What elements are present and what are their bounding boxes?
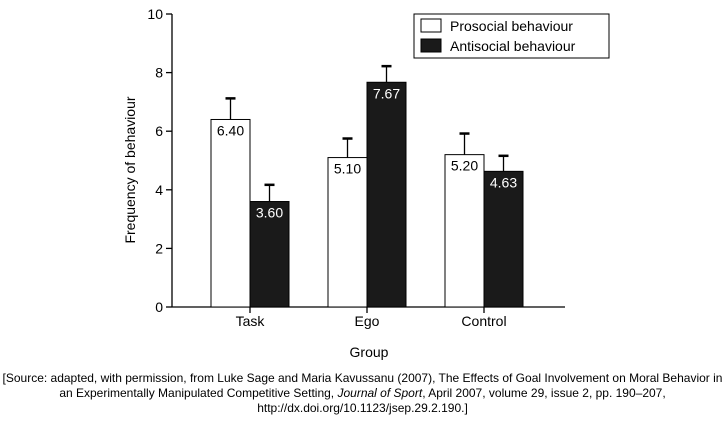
data-label: 3.60 <box>256 205 283 221</box>
legend-swatch <box>420 38 442 53</box>
legend-label: Antisocial behaviour <box>450 38 576 54</box>
bar-chart: 0 2 4 6 8 10 Task Ego Control 6.40 5.10 5.20 3.60 7.… <box>122 6 610 360</box>
chart-bars: 6.40 5.10 5.20 3.60 7.67 4.63 <box>210 64 524 308</box>
y-tick-label: 8 <box>155 65 163 81</box>
data-label: 5.10 <box>334 161 361 177</box>
legend-label: Prosocial behaviour <box>450 18 573 34</box>
y-tick-label: 2 <box>155 240 163 256</box>
y-tick-label: 0 <box>155 299 163 315</box>
source-suffix: , April 2007, volume 29, issue 2, pp. 19… <box>422 386 666 400</box>
source-citation: [Source: adapted, with permission, from … <box>0 371 725 416</box>
x-tick-label: Task <box>236 313 266 329</box>
bar <box>483 170 524 308</box>
source-doi: http://dx.doi.org/10.1123/jsep.29.2.190.… <box>257 401 468 415</box>
source-prefix: [Source: adapted, with permission, from … <box>2 371 723 400</box>
data-label: 4.63 <box>490 174 517 190</box>
bar <box>327 157 368 308</box>
bar <box>366 81 407 308</box>
x-axis-label: Group <box>350 344 389 360</box>
y-axis-label: Frequency of behaviour <box>122 96 138 243</box>
chart-legend: Prosocial behaviour Antisocial behaviour <box>413 13 610 59</box>
y-tick-label: 6 <box>155 123 163 139</box>
source-journal: Journal of Sport <box>337 386 423 400</box>
x-tick-label: Control <box>461 313 506 329</box>
bar <box>444 154 485 308</box>
legend-swatch <box>420 18 442 33</box>
data-label: 6.40 <box>217 122 244 138</box>
y-tick-label: 4 <box>155 182 163 198</box>
data-label: 5.20 <box>451 158 478 174</box>
x-tick-label: Ego <box>355 313 380 329</box>
y-tick-label: 10 <box>147 6 163 22</box>
data-label: 7.67 <box>373 85 400 101</box>
legend-box <box>413 13 610 59</box>
bar <box>249 201 290 308</box>
bar <box>210 118 251 308</box>
